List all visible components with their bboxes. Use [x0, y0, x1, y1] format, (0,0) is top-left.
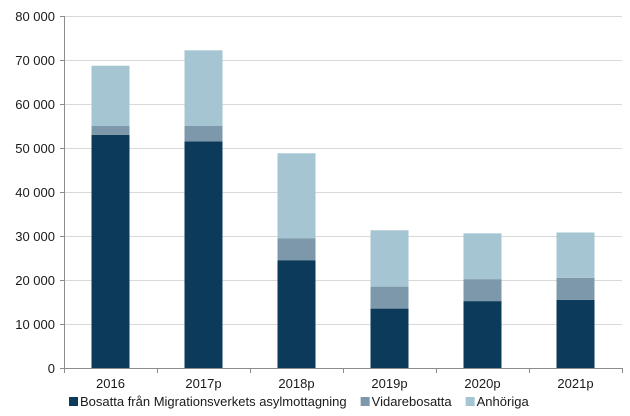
axes: 0 10 000 20 000 30 000 40 000 50 000 60 000 70 …: [15, 9, 623, 391]
bar-segment-vidarebosatta: [91, 126, 130, 135]
bar-segment-anhöriga: [370, 230, 409, 287]
y-tick-label: 10 000: [15, 317, 55, 332]
x-tick-label: 2016: [96, 376, 125, 391]
y-tick-label: 0: [48, 361, 55, 376]
bar-segment-anhöriga: [556, 232, 595, 278]
bar-segment-vidarebosatta: [277, 238, 316, 261]
bar-segment-vidarebosatta: [463, 279, 502, 302]
legend-label: Bosatta från Migrationsverkets asylmotta…: [80, 394, 347, 409]
bar-segment-bosatta: [463, 301, 502, 368]
bar-segment-anhöriga: [91, 65, 130, 126]
legend-label: Vidarebosatta: [372, 394, 453, 409]
legend-swatch: [360, 397, 370, 406]
x-tick-label: 2020p: [464, 376, 500, 391]
y-tick-label: 20 000: [15, 273, 55, 288]
bar-segment-anhöriga: [184, 50, 223, 126]
bar-segment-bosatta: [370, 308, 409, 368]
x-tick-label: 2017p: [185, 376, 221, 391]
y-tick-label: 80 000: [15, 9, 55, 24]
legend-swatch: [465, 397, 475, 406]
y-tick-label: 30 000: [15, 229, 55, 244]
bar-segment-bosatta: [556, 299, 595, 368]
bar-segment-anhöriga: [277, 153, 316, 239]
gridlines: [64, 16, 622, 325]
x-tick-label: 2019p: [371, 376, 407, 391]
bar-segment-vidarebosatta: [370, 286, 409, 309]
y-tick-label: 60 000: [15, 97, 55, 112]
y-tick-label: 40 000: [15, 185, 55, 200]
bars: [91, 50, 595, 368]
bar-segment-vidarebosatta: [184, 126, 223, 142]
x-tick-label: 2018p: [278, 376, 314, 391]
y-tick-label: 50 000: [15, 141, 55, 156]
y-tick-label: 70 000: [15, 53, 55, 68]
legend-swatch: [69, 397, 78, 406]
legend: Bosatta från Migrationsverkets asylmotta…: [69, 394, 529, 409]
bar-segment-bosatta: [184, 141, 223, 368]
bar-segment-bosatta: [91, 134, 130, 368]
bar-segment-vidarebosatta: [556, 277, 595, 300]
x-tick-label: 2021p: [557, 376, 593, 391]
bar-segment-anhöriga: [463, 233, 502, 280]
legend-label: Anhöriga: [477, 394, 530, 409]
bar-segment-bosatta: [277, 260, 316, 368]
